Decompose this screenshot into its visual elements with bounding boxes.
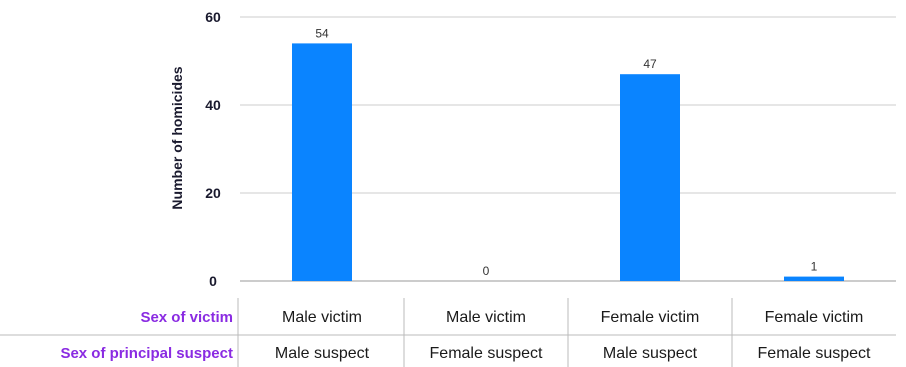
data-label: 0 — [483, 264, 490, 278]
category-row-label: Sex of victim — [140, 309, 233, 326]
y-tick-label: 20 — [205, 185, 221, 201]
bar — [784, 276, 844, 281]
data-label: 54 — [315, 26, 329, 40]
category-label: Female victim — [765, 309, 864, 326]
data-label: 47 — [643, 57, 657, 71]
category-label: Male suspect — [275, 345, 370, 362]
data-labels: 54 0 47 1 — [315, 26, 817, 278]
bar — [292, 43, 352, 282]
y-tick-label: 60 — [205, 9, 221, 25]
bar — [620, 74, 680, 281]
y-axis-ticks: 0 20 40 60 — [205, 9, 221, 289]
category-table: Sex of victim Male victim Male victim Femal… — [0, 298, 896, 367]
category-label: Female suspect — [758, 345, 871, 362]
category-label: Male victim — [446, 309, 526, 326]
category-label: Male victim — [282, 309, 362, 326]
data-label: 1 — [811, 260, 818, 274]
y-axis-label: Number of homicides — [169, 66, 185, 209]
category-label: Female victim — [601, 309, 700, 326]
category-label: Male suspect — [603, 345, 698, 362]
category-row-label: Sex of principal suspect — [60, 345, 233, 362]
y-tick-label: 0 — [209, 273, 217, 289]
bars — [292, 43, 844, 282]
category-label: Female suspect — [430, 345, 543, 362]
y-tick-label: 40 — [205, 97, 221, 113]
